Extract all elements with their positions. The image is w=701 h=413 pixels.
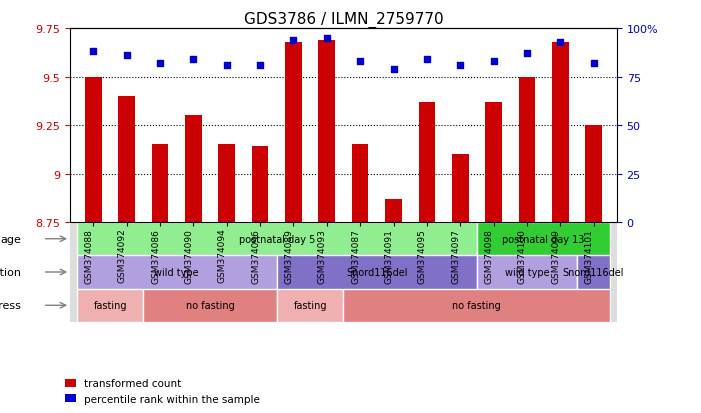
Point (121, 53, 132, 59)
Point (522, 51, 533, 57)
Bar (418, 102, 435, 223)
Text: age: age (0, 234, 21, 244)
Point (421, 57, 433, 63)
Bar (519, 77, 535, 223)
FancyBboxPatch shape (277, 289, 343, 322)
Point (254, 62, 266, 69)
Point (454, 62, 465, 69)
Legend: transformed count, percentile rank within the sample: transformed count, percentile rank withi… (61, 374, 264, 408)
Bar (452, 155, 468, 223)
FancyBboxPatch shape (144, 289, 277, 322)
FancyBboxPatch shape (477, 223, 610, 256)
Text: wild type: wild type (154, 267, 199, 278)
Bar (485, 102, 502, 223)
FancyBboxPatch shape (577, 256, 610, 289)
FancyBboxPatch shape (77, 289, 144, 322)
Bar (352, 145, 369, 223)
Text: fasting: fasting (294, 301, 327, 311)
Point (554, 39, 566, 46)
Text: postnatal day 13: postnatal day 13 (503, 234, 585, 244)
Text: fasting: fasting (93, 301, 127, 311)
Text: genotype/variation: genotype/variation (0, 267, 21, 278)
Bar (118, 97, 135, 223)
Text: Snord116del: Snord116del (346, 267, 407, 278)
Bar (85, 77, 102, 223)
Point (355, 59, 366, 65)
Text: postnatal day 5: postnatal day 5 (238, 234, 315, 244)
Bar (385, 199, 402, 223)
Bar (252, 147, 268, 223)
Text: stress: stress (0, 301, 21, 311)
FancyBboxPatch shape (477, 256, 577, 289)
Point (388, 66, 399, 73)
Point (588, 60, 599, 67)
Point (154, 60, 165, 67)
FancyBboxPatch shape (277, 256, 477, 289)
Bar (585, 126, 602, 223)
FancyBboxPatch shape (77, 223, 477, 256)
Point (288, 37, 299, 44)
Text: wild type: wild type (505, 267, 549, 278)
Bar (318, 40, 335, 223)
Bar (552, 43, 569, 223)
Text: Snord116del: Snord116del (563, 267, 625, 278)
FancyBboxPatch shape (343, 289, 610, 322)
Text: no fasting: no fasting (452, 301, 501, 311)
Bar (285, 43, 302, 223)
Bar (185, 116, 202, 223)
Point (488, 59, 499, 65)
Bar (152, 145, 168, 223)
Title: GDS3786 / ILMN_2759770: GDS3786 / ILMN_2759770 (244, 12, 443, 28)
Bar (219, 145, 235, 223)
Point (321, 35, 332, 42)
Point (222, 62, 233, 69)
Point (88, 49, 99, 55)
FancyBboxPatch shape (77, 256, 277, 289)
Text: no fasting: no fasting (186, 301, 235, 311)
Point (188, 57, 199, 63)
